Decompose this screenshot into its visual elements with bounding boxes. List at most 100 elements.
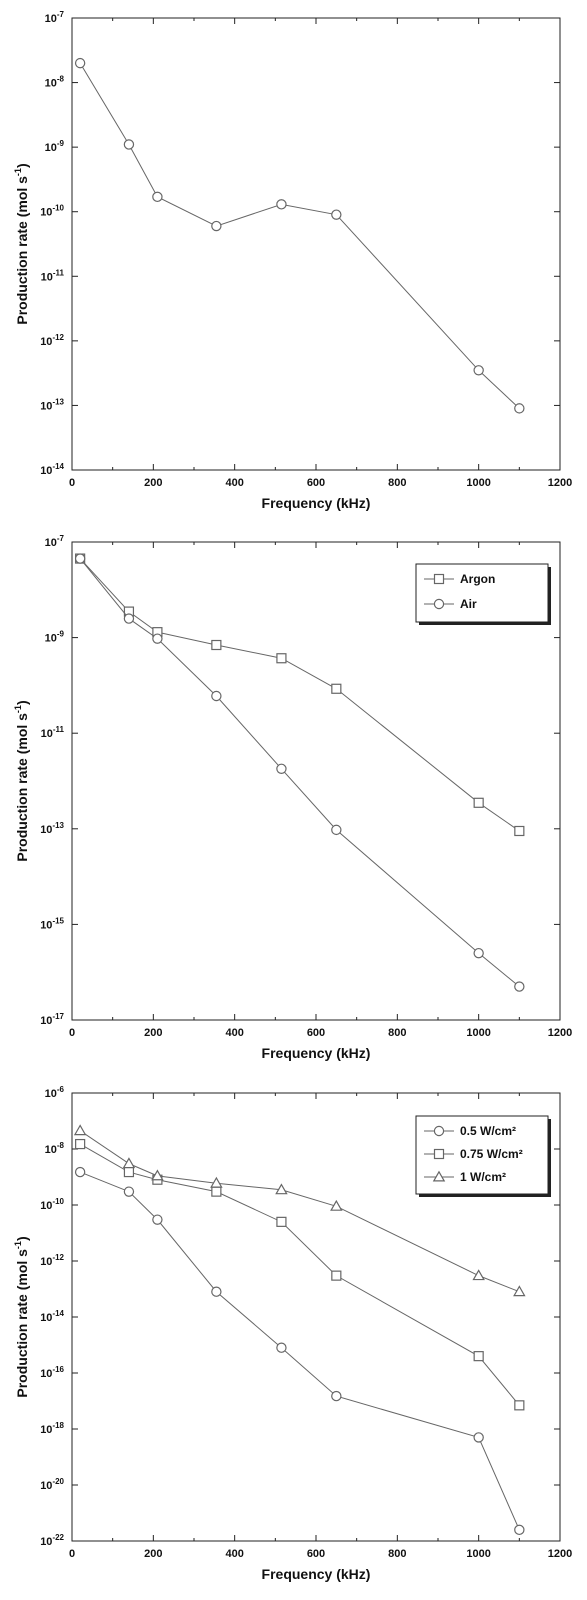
chart-2-series-2-point: [514, 981, 525, 992]
chart-3-series-3-point: [151, 1169, 164, 1181]
chart-3-legend-label: 0.5 W/cm²: [460, 1124, 516, 1138]
chart-3-y-axis-label: Production rate (mol s-1): [13, 1236, 30, 1397]
chart-1-series-1-line: [79, 62, 520, 409]
chart-3-series-3-point: [513, 1285, 526, 1297]
chart-2-x-tick-label: 200: [144, 1027, 162, 1039]
chart-2-series-1-point: [514, 825, 525, 837]
chart-3-series-2-point: [211, 1186, 222, 1197]
chart-3-series-2-point: [276, 1216, 287, 1227]
chart-1-series-1-point: [331, 209, 342, 220]
chart-2-series-2-point: [211, 690, 222, 702]
chart-2-series-2-point: [331, 824, 342, 836]
chart-2-x-tick-label: 1200: [548, 1027, 572, 1039]
chart-3-series-1-point: [211, 1286, 222, 1297]
chart-3-series-3: [73, 1124, 526, 1297]
chart-3-series-2-point: [75, 1138, 86, 1150]
chart-2-y-tick-label: 10-15: [40, 916, 64, 931]
chart-3-series-1-point: [123, 1186, 135, 1197]
chart-3-legend-label: 1 W/cm²: [460, 1170, 506, 1184]
chart-1-y-tick-label: 10-9: [45, 139, 65, 154]
chart-2-x-tick-label: 0: [69, 1027, 75, 1039]
chart-1-x-tick-label: 1000: [466, 477, 490, 489]
chart-3-series-1-point: [74, 1166, 86, 1178]
chart-1-series-1-point: [276, 199, 287, 210]
chart-3-legend-swatch-marker: [432, 1170, 446, 1182]
chart-1-y-tick-label: 10-14: [40, 462, 64, 477]
chart-3-series-1-point: [152, 1214, 163, 1225]
chart-3-series-2-point: [514, 1400, 525, 1411]
chart-2-x-tick-label: 400: [225, 1027, 243, 1039]
chart-3-y-tick-label: 10-22: [40, 1533, 64, 1548]
chart-2-y-tick-label: 10-17: [40, 1012, 64, 1027]
chart-3-series-1-line: [79, 1171, 520, 1531]
chart-3-series-3-point: [472, 1269, 485, 1281]
chart-3-y-tick-label: 10-20: [40, 1477, 64, 1492]
chart-3-legend-swatch-marker: [433, 1148, 445, 1160]
chart-3-series-2-point: [331, 1270, 342, 1281]
chart-2-series-2-point: [152, 633, 163, 644]
chart-3-x-axis-label: Frequency (kHz): [262, 1566, 371, 1582]
chart-3-legend-swatch-marker: [433, 1125, 445, 1137]
chart-1-x-tick-label: 800: [388, 477, 406, 489]
chart-2-legend-label: Air: [460, 597, 477, 611]
chart-1-y-tick-label: 10-7: [45, 10, 65, 25]
chart-2-legend: Argon Air: [415, 563, 551, 625]
chart-3-x-tick-label: 1200: [548, 1548, 572, 1560]
chart-1-plot-frame: [71, 17, 561, 471]
chart-1-y-tick-label: 10-10: [40, 204, 64, 219]
chart-3-y-tick-label: 10-16: [40, 1365, 64, 1380]
chart-1-x-tick-label: 0: [69, 477, 75, 489]
chart-3-x-tick-label: 200: [144, 1548, 162, 1560]
chart-3-series-3-point: [122, 1157, 136, 1169]
chart-3-x-tick-label: 400: [225, 1548, 243, 1560]
chart-2-y-tick-label: 10-9: [45, 630, 65, 645]
chart-2-y-tick-label: 10-11: [41, 725, 65, 740]
chart-1-x-tick-label: 200: [144, 477, 162, 489]
chart-2: 0 200 400 600 800 1000 1200 10-7 10-9 10-11 10-13 1…: [13, 534, 572, 1061]
chart-2-legend-box: [415, 563, 549, 623]
chart-3-y-tick-label: 10-8: [45, 1141, 65, 1156]
chart-3-x-tick-label: 800: [388, 1548, 406, 1560]
chart-2-legend-swatch-marker: [433, 598, 445, 610]
chart-3-series-1-point: [276, 1342, 287, 1353]
chart-3-y-tick-label: 10-10: [40, 1197, 64, 1212]
chart-2-series-1-point: [473, 797, 484, 808]
chart-2-series-1-point: [211, 639, 222, 651]
chart-1-y-tick-label: 10-11: [41, 268, 65, 283]
chart-3: 0 200 400 600 800 1000 1200 10-6 10-8 10-10 10-12 1…: [13, 1085, 572, 1582]
chart-3-series-1-point: [514, 1524, 525, 1536]
chart-1-series-1-point: [211, 220, 222, 232]
chart-3-x-tick-label: 600: [307, 1548, 325, 1560]
chart-3-y-tick-label: 10-14: [40, 1309, 64, 1324]
chart-1-series-1-point: [74, 57, 86, 69]
chart-2-legend-swatch-marker: [433, 573, 445, 585]
chart-2-x-tick-label: 600: [307, 1027, 325, 1039]
chart-3-y-tick-label: 10-12: [40, 1253, 64, 1268]
chart-2-x-tick-label: 800: [388, 1027, 406, 1039]
chart-3-series-3-point: [73, 1124, 87, 1136]
chart-3-y-tick-label: 10-6: [45, 1085, 65, 1100]
chart-3-x-tick-label: 0: [69, 1548, 75, 1560]
chart-3-series-3-point: [330, 1199, 343, 1211]
chart-1-series-1-point: [123, 139, 135, 150]
chart-3-legend-label: 0.75 W/cm²: [460, 1147, 523, 1161]
chart-2-x-axis-label: Frequency (kHz): [262, 1045, 371, 1061]
chart-1-series-1-point: [152, 191, 163, 203]
chart-1-y-tick-label: 10-12: [40, 333, 64, 348]
chart-1-y-tick-label: 10-13: [40, 397, 64, 412]
chart-1-x-tick-label: 600: [307, 477, 325, 489]
chart-1-series-1: [74, 57, 525, 414]
chart-1-y-tick-label: 10-8: [45, 75, 65, 90]
chart-3-series-3-point: [275, 1183, 288, 1195]
chart-2-y-tick-label: 10-13: [40, 821, 64, 836]
chart-2-series-2-point: [74, 553, 86, 564]
chart-1-series-1-point: [514, 403, 525, 414]
chart-3-series-1: [74, 1166, 525, 1536]
chart-3-series-1-point: [331, 1390, 342, 1402]
chart-3-legend: 0.5 W/cm² 0.75 W/cm² 1 W/cm²: [415, 1115, 551, 1197]
chart-2-series-2-point: [276, 763, 287, 774]
chart-2-series-2-point: [473, 947, 484, 959]
chart-3-series-2-point: [473, 1351, 484, 1362]
